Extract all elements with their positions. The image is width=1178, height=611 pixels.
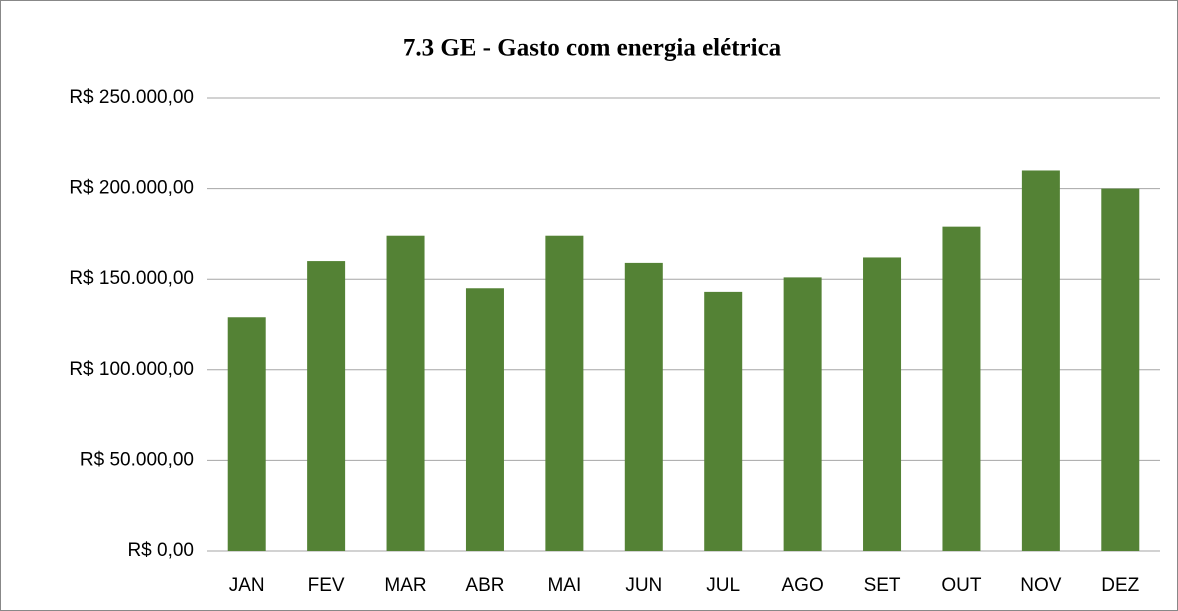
x-tick-label: MAI [547,575,581,596]
x-tick-label: MAR [384,575,426,596]
bar [307,261,346,551]
bar [465,288,504,551]
bar [863,257,902,551]
x-tick-label: JAN [229,575,265,596]
chart-title: 7.3 GE - Gasto com energia elétrica [403,35,782,62]
x-tick-label: FEV [308,575,345,596]
x-tick-label: AGO [782,575,824,596]
bar [783,277,822,551]
x-tick-label: NOV [1020,575,1062,596]
x-tick-label: JUN [625,575,662,596]
y-tick-label: R$ 150.000,00 [69,268,194,289]
x-tick-label: SET [864,575,901,596]
bar [942,226,981,552]
bar [704,291,743,551]
bar [386,235,425,551]
x-tick-label: DEZ [1101,575,1139,596]
x-tick-label: ABR [465,575,504,596]
bar [1021,170,1060,552]
x-tick-label: JUL [706,575,740,596]
y-tick-label: R$ 250.000,00 [69,87,194,108]
bar [545,235,584,551]
bar [1101,188,1140,551]
x-tick-label: OUT [941,575,982,596]
bar [227,317,266,551]
y-tick-label: R$ 100.000,00 [69,359,194,380]
y-tick-label: R$ 200.000,00 [69,178,194,199]
bar [624,262,663,551]
y-tick-label: R$ 50.000,00 [80,449,194,470]
y-tick-label: R$ 0,00 [127,540,194,561]
